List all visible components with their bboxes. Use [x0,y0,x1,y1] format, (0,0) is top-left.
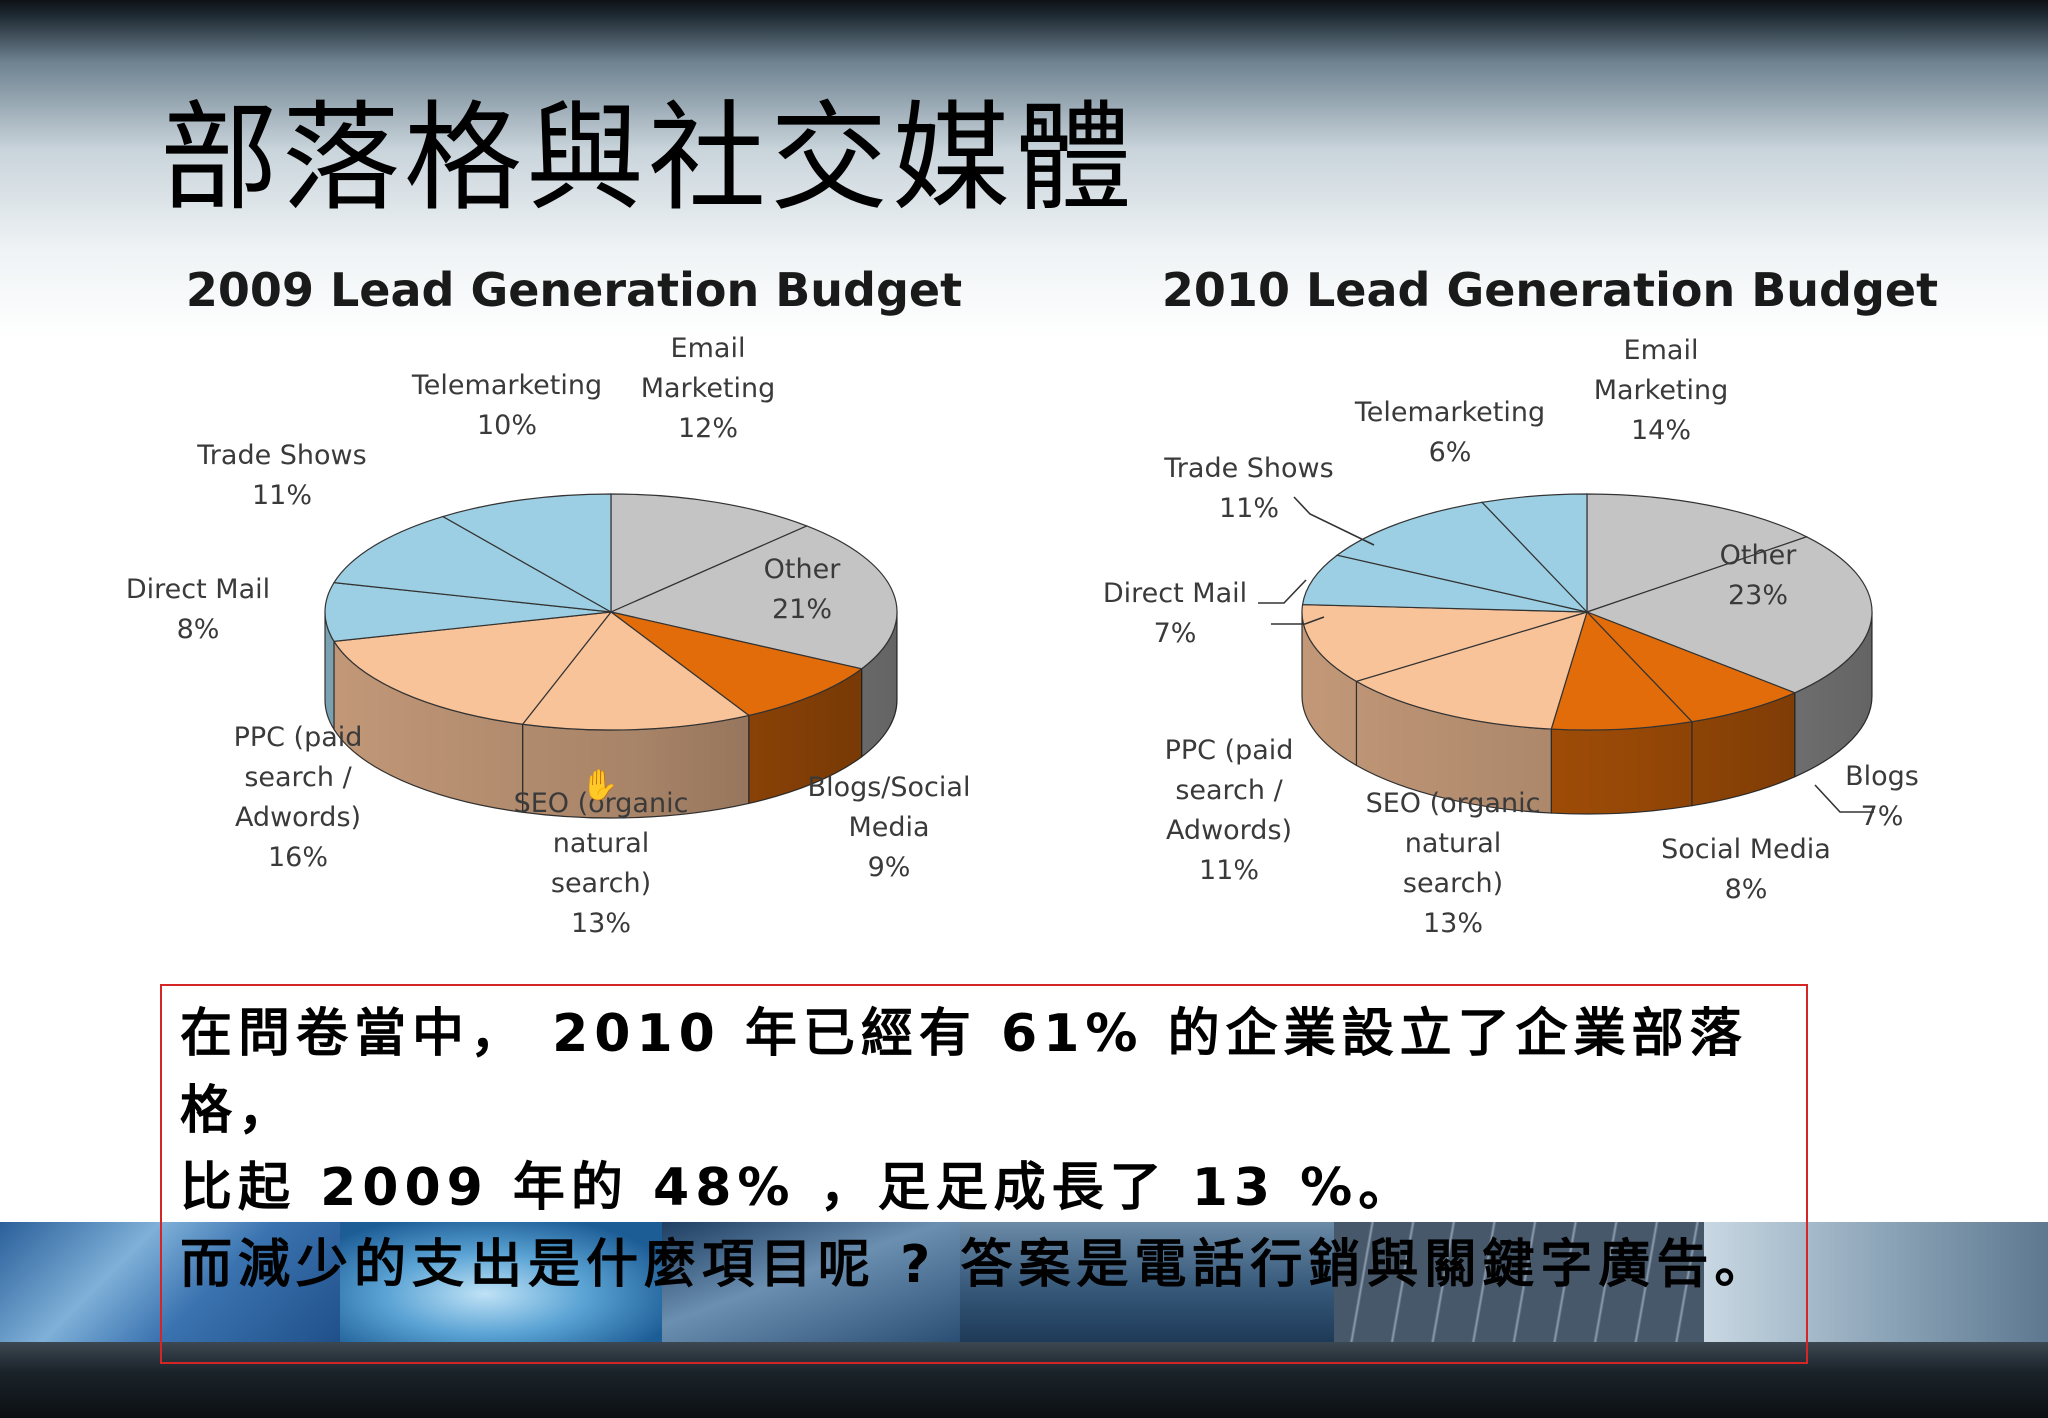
pie-slice-trade-shows [1335,501,1589,614]
slice-label-other: Other 23% [1720,540,1798,611]
hand-cursor-icon: ✋ [581,767,618,803]
summary-line: 比起 2009 年的 48% ，足足成長了 13 %。 [180,1158,1417,1218]
pie-wall-social-media [1550,721,1693,815]
summary-textbox: 在問卷當中， 2010 年已經有 61% 的企業設立了企業部落格， 比起 200… [160,984,1808,1364]
slice-label-other: Other 21% [764,554,842,625]
slice-label-direct-mail: Direct Mail 7% [1103,578,1247,649]
slice-label-trade-shows: Trade Shows 11% [196,440,366,511]
slice-label-blogs: Blogs 7% [1845,761,1919,832]
banner-tile-screen [662,1222,960,1342]
leader-line-social-media [1814,784,1874,813]
slice-label-email-marketing: Email Marketing 14% [1594,335,1729,446]
pie-slice-ppc-paid-search-adwords [1301,603,1588,683]
chart-title: 2009 Lead Generation Budget [186,263,962,317]
slice-label-trade-shows: Trade Shows 11% [1163,453,1333,524]
banner-tile-figure [1704,1222,2048,1342]
pie-slice-other [609,525,898,670]
pie-slice-telemarketing [1480,493,1588,614]
pie-top [1301,493,1873,731]
pie-slice-email-marketing [1586,493,1809,613]
pie-slice-telemarketing [441,493,612,614]
pie-slice-other [1585,536,1873,694]
leader-line-direct-mail [1271,616,1325,625]
slice-label-social-media: Social Media 8% [1661,834,1831,905]
banner-tile-keyboard [1334,1222,1704,1342]
slice-label-direct-mail: Direct Mail 8% [126,574,270,645]
pie-slice-blogs [1586,611,1797,723]
slice-label-ppc-paid-search-adwords: PPC (paid search / Adwords) 16% [234,722,363,873]
chart-2010: 2010 Lead Generation Budget Email Marketin… [1103,263,1938,939]
chart-2009: 2009 Lead Generation Budget Email Marketin… [126,263,971,939]
slice-label-email-marketing: Email Marketing 12% [641,333,776,444]
banner-tile-emblem [0,1222,340,1342]
slide-title: 部落格與社交媒體 [160,89,1137,227]
slice-label-seo-organic-natural-search: SEO (organic natural search) 13% [514,788,689,939]
pie-top [324,493,898,731]
slice-label-telemarketing: Telemarketing 10% [411,370,602,441]
image-banner [0,1222,2048,1342]
summary-text: 在問卷當中， 2010 年已經有 61% 的企業設立了企業部落格， 比起 200… [180,996,1796,1304]
pie-slice-social-media [1550,610,1694,731]
slice-label-seo-organic-natural-search: SEO (organic natural search) 13% [1366,788,1541,939]
banner-tile-globe [340,1222,662,1342]
pie-slice-trade-shows [332,515,612,613]
leader-line-trade-shows [1258,579,1307,604]
pie-slice-direct-mail [324,582,612,642]
slice-label-blogs-social-media: Blogs/Social Media 9% [808,772,971,883]
pie-slice-ppc-paid-search-adwords [332,611,613,725]
banner-tile-city [960,1222,1334,1342]
chart-title: 2010 Lead Generation Budget [1162,263,1938,317]
pie-slice-blogs-social-media [610,611,864,717]
pie-slice-seo-organic-natural-search [1354,611,1588,730]
leader-line-telemarketing [1293,496,1375,546]
bottom-bar [0,1342,2048,1418]
summary-line: 而減少的支出是什麼項目呢 ? 答案是電話行銷與關鍵字廣告。 [180,1235,1773,1295]
summary-line: 在問卷當中， 2010 年已經有 61% 的企業設立了企業部落格， [180,1004,1748,1141]
slice-label-ppc-paid-search-adwords: PPC (paid search / Adwords) 11% [1165,735,1294,886]
pie-slice-direct-mail [1301,554,1588,613]
pie-slice-seo-organic-natural-search [521,611,751,731]
pie-slice-email-marketing [610,493,809,613]
slice-label-telemarketing: Telemarketing 6% [1354,397,1545,468]
